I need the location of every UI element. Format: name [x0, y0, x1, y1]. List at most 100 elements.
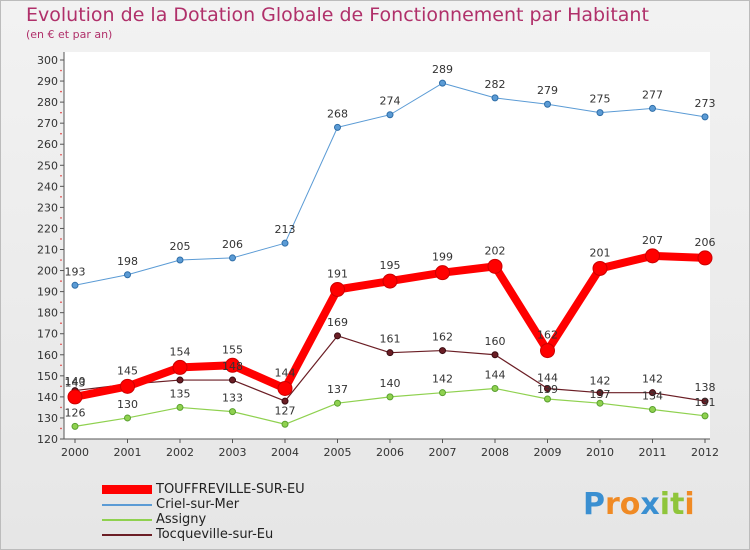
- data-label-criel-sur-mer: 268: [327, 107, 348, 120]
- y-tick-label: 240: [37, 180, 58, 193]
- x-tick-label: 2006: [376, 446, 404, 459]
- data-label-assigny: 134: [642, 390, 663, 403]
- data-point-criel-sur-mer: [596, 109, 604, 117]
- data-point-touffreville-sur-eu: [120, 378, 135, 394]
- data-label-criel-sur-mer: 213: [275, 223, 296, 236]
- data-label-touffreville-sur-eu: 207: [642, 234, 663, 247]
- y-tick-label: 170: [37, 328, 58, 341]
- data-point-criel-sur-mer: [124, 271, 131, 279]
- data-point-criel-sur-mer: [334, 123, 341, 131]
- data-label-assigny: 133: [222, 392, 243, 405]
- legend-swatch: [102, 503, 152, 506]
- legend-swatch: [102, 518, 152, 521]
- y-minor-tick: [60, 301, 62, 303]
- data-label-assigny: 127: [275, 404, 296, 417]
- data-point-assigny: [334, 399, 341, 407]
- data-point-tocqueville-sur-eu: [176, 376, 184, 384]
- data-label-tocqueville-sur-eu: 148: [222, 360, 243, 373]
- data-point-touffreville-sur-eu: [277, 380, 293, 396]
- y-minor-tick: [60, 385, 62, 388]
- y-tick-label: 300: [37, 54, 58, 67]
- y-tick-label: 200: [37, 265, 58, 278]
- data-label-tocqueville-sur-eu: 138: [695, 381, 716, 394]
- data-point-assigny: [596, 399, 604, 407]
- data-label-touffreville-sur-eu: 154: [170, 345, 191, 358]
- y-minor-tick: [60, 196, 62, 198]
- legend-item: Tocqueville-sur-Eu: [102, 527, 305, 542]
- data-point-tocqueville-sur-eu: [281, 397, 289, 405]
- x-tick-label: 2007: [429, 446, 457, 459]
- data-label-tocqueville-sur-eu: 161: [380, 333, 401, 346]
- x-tick-label: 2002: [166, 446, 194, 459]
- y-tick-label: 130: [37, 412, 58, 425]
- data-label-assigny: 144: [485, 368, 506, 381]
- y-minor-tick: [60, 90, 62, 93]
- y-tick-label: 210: [37, 244, 58, 257]
- data-label-touffreville-sur-eu: 144: [275, 366, 296, 379]
- data-point-tocqueville-sur-eu: [439, 347, 446, 355]
- data-point-assigny: [229, 408, 236, 416]
- data-point-criel-sur-mer: [71, 281, 79, 289]
- data-point-tocqueville-sur-eu: [491, 351, 499, 359]
- y-tick-label: 150: [37, 370, 58, 383]
- y-minor-tick: [60, 69, 62, 72]
- data-point-criel-sur-mer: [439, 79, 446, 87]
- y-minor-tick: [60, 406, 62, 409]
- y-tick-label: 230: [37, 201, 58, 214]
- data-label-touffreville-sur-eu: 195: [380, 259, 401, 272]
- legend-item: TOUFFREVILLE-SUR-EU: [102, 482, 305, 497]
- data-label-assigny: 139: [537, 383, 558, 396]
- logo-letter: x: [640, 487, 660, 522]
- y-minor-tick: [60, 259, 62, 261]
- chart-subtitle: (en € et par an): [26, 28, 113, 41]
- data-point-criel-sur-mer: [491, 94, 499, 102]
- legend-item: Criel-sur-Mer: [102, 497, 305, 512]
- data-label-tocqueville-sur-eu: 160: [485, 335, 506, 348]
- y-minor-tick: [60, 280, 62, 282]
- y-minor-tick: [60, 217, 62, 219]
- data-point-assigny: [701, 412, 709, 420]
- legend-label: Assigny: [156, 512, 207, 527]
- x-tick-label: 2008: [481, 446, 509, 459]
- legend-swatch: [102, 485, 152, 494]
- y-tick-label: 260: [37, 138, 58, 151]
- data-label-criel-sur-mer: 198: [117, 255, 138, 268]
- y-minor-tick: [60, 427, 62, 430]
- y-tick-label: 190: [37, 286, 58, 299]
- data-label-criel-sur-mer: 193: [65, 265, 86, 278]
- data-point-tocqueville-sur-eu: [649, 389, 656, 397]
- x-tick-label: 2011: [639, 446, 667, 459]
- data-point-criel-sur-mer: [544, 100, 551, 108]
- data-label-tocqueville-sur-eu: 142: [590, 375, 611, 388]
- data-point-assigny: [71, 422, 79, 430]
- data-label-assigny: 131: [695, 396, 716, 409]
- data-point-criel-sur-mer: [649, 104, 656, 112]
- data-label-touffreville-sur-eu: 199: [432, 251, 453, 264]
- x-tick-label: 2003: [219, 446, 247, 459]
- legend-swatch: [102, 533, 152, 536]
- data-point-tocqueville-sur-eu: [544, 384, 551, 392]
- data-label-criel-sur-mer: 279: [537, 84, 558, 97]
- data-label-criel-sur-mer: 282: [485, 78, 506, 91]
- data-point-assigny: [439, 389, 446, 397]
- x-tick-label: 2005: [324, 446, 352, 459]
- data-label-criel-sur-mer: 289: [432, 63, 453, 76]
- x-tick-label: 2012: [691, 446, 719, 459]
- data-point-criel-sur-mer: [701, 113, 709, 121]
- data-label-tocqueville-sur-eu: 162: [432, 331, 453, 344]
- data-label-touffreville-sur-eu: 162: [537, 329, 558, 342]
- data-label-criel-sur-mer: 206: [222, 238, 243, 251]
- data-point-touffreville-sur-eu: [592, 260, 608, 276]
- data-label-tocqueville-sur-eu: 143: [65, 377, 86, 390]
- data-label-touffreville-sur-eu: 201: [590, 246, 611, 259]
- data-point-tocqueville-sur-eu: [334, 332, 341, 340]
- y-tick-label: 180: [37, 307, 58, 320]
- data-point-touffreville-sur-eu: [435, 265, 450, 281]
- data-label-criel-sur-mer: 205: [170, 240, 191, 253]
- x-tick-label: 2000: [61, 446, 89, 459]
- data-label-assigny: 126: [65, 406, 86, 419]
- data-point-touffreville-sur-eu: [225, 357, 240, 373]
- data-point-touffreville-sur-eu: [487, 258, 503, 274]
- y-minor-tick: [60, 111, 62, 114]
